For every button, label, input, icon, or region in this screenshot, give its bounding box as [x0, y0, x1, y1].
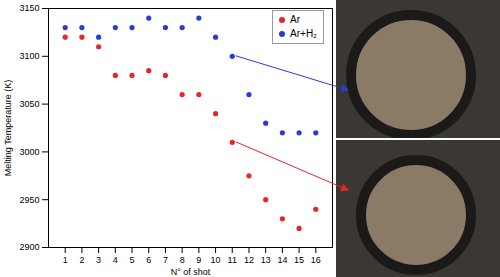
svg-text:3150: 3150	[19, 3, 39, 13]
svg-text:5: 5	[130, 255, 135, 265]
svg-text:15: 15	[294, 255, 304, 265]
svg-text:Melting Temperature (K): Melting Temperature (K)	[3, 80, 13, 176]
svg-text:14: 14	[277, 255, 287, 265]
svg-text:6: 6	[146, 255, 151, 265]
svg-text:3050: 3050	[19, 99, 39, 109]
svg-text:13: 13	[261, 255, 271, 265]
svg-text:2950: 2950	[19, 195, 39, 205]
svg-text:10: 10	[211, 255, 221, 265]
svg-text:3100: 3100	[19, 51, 39, 61]
svg-text:16: 16	[311, 255, 321, 265]
svg-text:9: 9	[196, 255, 201, 265]
svg-text:3000: 3000	[19, 147, 39, 157]
svg-text:12: 12	[244, 255, 254, 265]
svg-text:11: 11	[228, 255, 237, 265]
svg-text:3: 3	[96, 255, 101, 265]
svg-text:2: 2	[79, 255, 84, 265]
svg-text:2900: 2900	[19, 242, 39, 252]
svg-text:4: 4	[113, 255, 118, 265]
svg-text:7: 7	[163, 255, 168, 265]
svg-text:8: 8	[180, 255, 185, 265]
svg-text:N° of shot: N° of shot	[171, 267, 211, 277]
html-text:Ar+H₂: Ar+H₂	[290, 28, 317, 39]
html-text:Ar: Ar	[290, 14, 300, 25]
svg-text:1: 1	[63, 255, 68, 265]
